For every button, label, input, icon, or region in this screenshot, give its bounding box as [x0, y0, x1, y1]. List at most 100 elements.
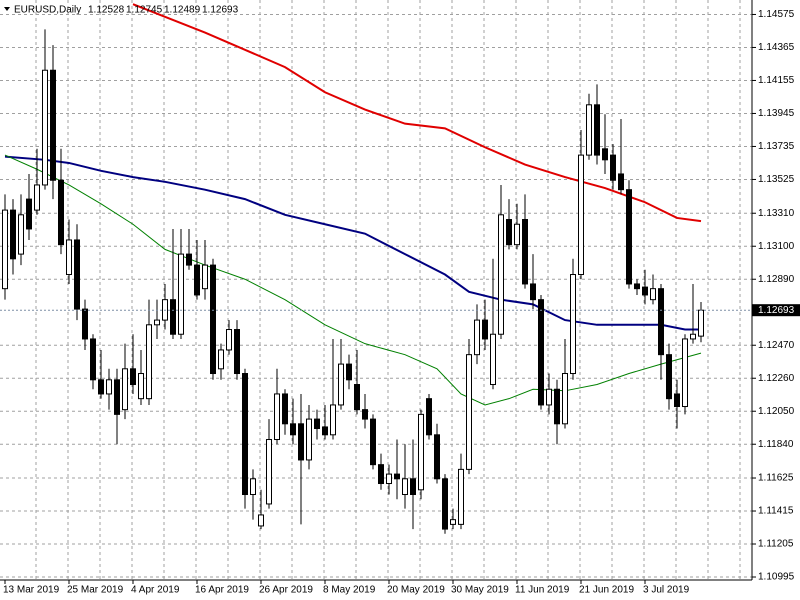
candle-body [298, 423, 304, 461]
candle-body [490, 333, 496, 386]
candle-body [114, 379, 120, 415]
candle-body [506, 219, 512, 246]
candle-body [82, 308, 88, 340]
y-tick-label: 1.12050 [758, 406, 795, 417]
candle-body [642, 286, 648, 296]
candle-body [282, 393, 288, 425]
candle-body [138, 373, 144, 400]
candle-body [394, 473, 400, 480]
candle-body [666, 354, 672, 400]
candle-body [170, 299, 176, 335]
candle-body [514, 223, 520, 246]
candle-body [418, 413, 424, 491]
y-tick-label: 1.14575 [758, 9, 795, 20]
x-tick-label: 20 May 2019 [387, 585, 445, 596]
candle-body [58, 179, 64, 246]
y-tick-label: 1.12260 [758, 373, 795, 384]
candle-body [698, 309, 704, 337]
x-tick-label: 16 Apr 2019 [195, 585, 249, 596]
candle-body [202, 264, 208, 290]
candle-body [338, 363, 344, 406]
header-open: 1.12528 [88, 5, 125, 16]
candle-body [458, 468, 464, 525]
chart-title: EURUSD,Daily [14, 5, 81, 16]
candle-body [378, 464, 384, 485]
candle-body [522, 219, 528, 285]
candle-body [410, 478, 416, 496]
y-tick-label: 1.12890 [758, 274, 795, 285]
x-tick-label: 25 Mar 2019 [67, 585, 124, 596]
candle-body [562, 373, 568, 425]
y-tick-label: 1.14155 [758, 75, 795, 86]
candle-body [194, 264, 200, 296]
candle-body [618, 173, 624, 191]
x-tick-label: 13 Mar 2019 [3, 585, 60, 596]
candle-body [330, 404, 336, 436]
candle-body [98, 379, 104, 395]
header-high: 1.12745 [126, 5, 163, 16]
candle-body [482, 319, 488, 340]
candle-body [66, 239, 72, 276]
x-tick-label: 3 Jul 2019 [643, 585, 690, 596]
candle-body [290, 423, 296, 436]
candle-body [314, 418, 320, 430]
candle-body [258, 514, 264, 527]
candle-body [74, 239, 80, 310]
candle-body [106, 379, 112, 395]
candle-body [250, 478, 256, 496]
candle-body [426, 398, 432, 436]
candle-body [122, 368, 128, 411]
x-tick-label: 11 Jun 2019 [515, 585, 570, 596]
candle-body [658, 288, 664, 356]
candle-body [50, 69, 56, 181]
candle-body [130, 368, 136, 386]
y-tick-label: 1.10995 [758, 572, 795, 583]
candle-body [322, 426, 328, 436]
candle-body [178, 253, 184, 335]
candle-body [386, 473, 392, 485]
header-low: 1.12489 [164, 5, 201, 16]
header-close: 1.12693 [202, 5, 239, 16]
plot [0, 0, 752, 580]
candle-body [10, 209, 16, 260]
current-price-box [752, 304, 800, 317]
candle-body [274, 393, 280, 441]
candle-body [234, 329, 240, 375]
candle-body [218, 349, 224, 370]
candle-body [2, 209, 8, 290]
candle-body [226, 329, 232, 351]
candle-body [186, 253, 192, 266]
candle-body [26, 198, 32, 230]
candle-body [362, 409, 368, 420]
candle-body [674, 393, 680, 408]
menu-triangle[interactable] [4, 7, 10, 11]
candle-body [626, 189, 632, 285]
candle-body [266, 439, 272, 505]
x-tick-label: 8 May 2019 [323, 585, 376, 596]
candle-body [546, 388, 552, 406]
y-tick-label: 1.13735 [758, 141, 795, 152]
y-tick-label: 1.14365 [758, 42, 795, 53]
candle-body [650, 288, 656, 301]
candle-body [242, 373, 248, 496]
candle-body [578, 154, 584, 276]
candle-body [610, 154, 616, 181]
candle-body [442, 478, 448, 530]
candle-body [538, 299, 544, 406]
candle-body [682, 338, 688, 408]
candle-body [690, 333, 696, 340]
current-price-label: 1.12693 [758, 305, 795, 316]
candle-body [466, 354, 472, 470]
candle-body [570, 274, 576, 375]
candle-body [146, 324, 152, 400]
candle-body [42, 69, 48, 186]
candle-body [34, 184, 40, 211]
y-tick-label: 1.13525 [758, 174, 795, 185]
candle-body [498, 214, 504, 335]
candle-body [90, 338, 96, 381]
moving-average [4, 154, 702, 406]
candle-body [474, 319, 480, 356]
y-tick-label: 1.11840 [758, 439, 794, 450]
y-tick-label: 1.11415 [758, 506, 794, 517]
